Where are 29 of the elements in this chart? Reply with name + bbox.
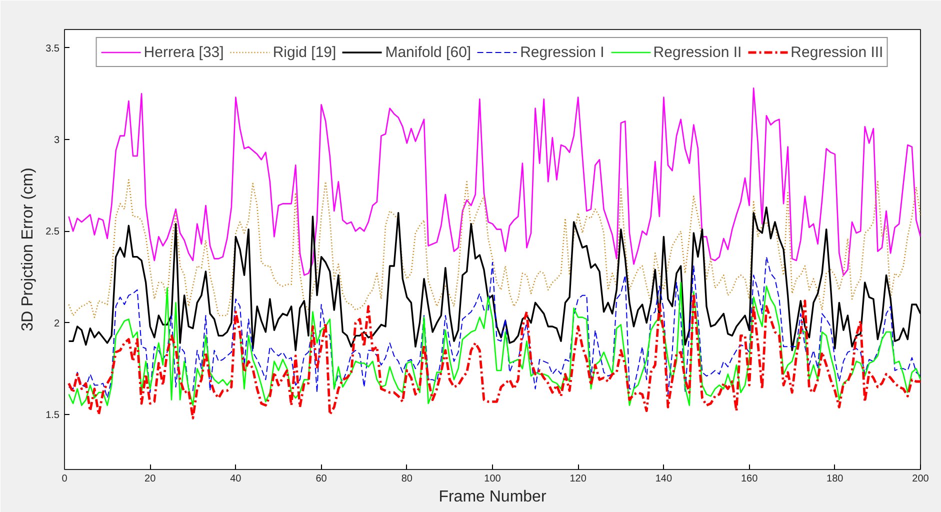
legend-label: Manifold [60] bbox=[385, 44, 472, 60]
x-tick-label: 180 bbox=[826, 474, 844, 484]
legend-label: Regression I bbox=[520, 44, 604, 60]
legend-label: Herrera [33] bbox=[144, 44, 224, 60]
x-tick-label: 160 bbox=[740, 474, 758, 484]
x-tick-label: 60 bbox=[316, 474, 328, 484]
x-tick-label: 0 bbox=[62, 474, 68, 484]
legend-label: Regression II bbox=[653, 44, 742, 60]
x-tick-label: 20 bbox=[144, 474, 156, 484]
y-tick-label: 3 bbox=[54, 135, 60, 146]
line-series bbox=[68, 292, 920, 420]
y-tick-label: 1.5 bbox=[46, 410, 60, 421]
line-series bbox=[68, 88, 920, 276]
legend-label: Rigid [19] bbox=[272, 44, 336, 60]
x-axis-title: Frame Number bbox=[438, 488, 547, 506]
y-axis-title: 3D Projction Error (cm) bbox=[20, 168, 37, 332]
line-series bbox=[68, 179, 920, 318]
line-series bbox=[68, 206, 920, 352]
x-tick-label: 40 bbox=[230, 474, 242, 484]
x-tick-label: 140 bbox=[655, 474, 672, 484]
x-tick-label: 80 bbox=[401, 474, 413, 484]
x-tick-label: 100 bbox=[484, 474, 502, 484]
x-tick-label: 200 bbox=[912, 474, 930, 484]
y-tick-label: 2 bbox=[54, 318, 60, 330]
line-series bbox=[68, 256, 920, 398]
y-tick-label: 3.5 bbox=[46, 43, 60, 54]
legend-label: Regression III bbox=[790, 44, 884, 60]
x-tick-label: 120 bbox=[570, 474, 587, 484]
y-tick-label: 2.5 bbox=[46, 226, 60, 238]
